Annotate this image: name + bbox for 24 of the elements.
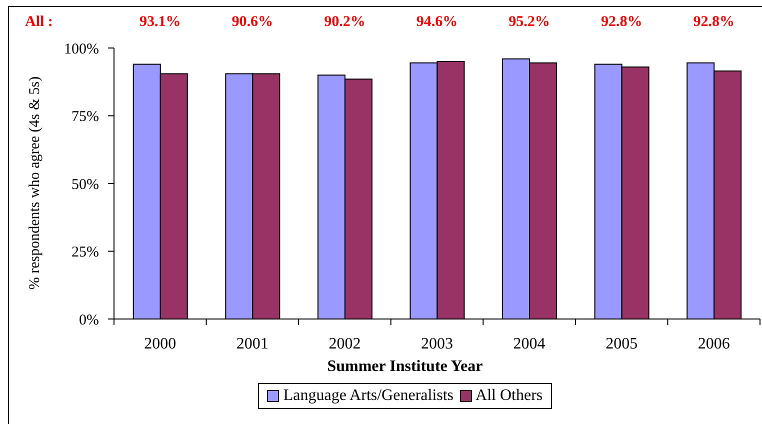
text: 93.1% — [140, 14, 181, 30]
text: All : — [25, 14, 53, 30]
text: 90.6% — [232, 14, 274, 30]
x-axis-title: Summer Institute Year — [327, 358, 483, 375]
x-tick-label: 2001 — [236, 335, 268, 352]
text: 95.2% — [508, 14, 550, 30]
y-tick-label: 100% — [64, 41, 99, 58]
y-tick-label: 0% — [79, 312, 99, 328]
legend-label: Language Arts/Generalists — [283, 387, 454, 404]
text: 90.2% — [324, 14, 366, 30]
x-tick-label: 2003 — [421, 335, 453, 352]
y-tick-label: 75% — [72, 109, 99, 126]
x-tick-label: 2000 — [144, 335, 176, 352]
text: 92.8% — [693, 14, 734, 30]
text: 94.6% — [416, 14, 458, 30]
x-tick-label: 2005 — [606, 335, 638, 352]
y-tick-label: 25% — [72, 244, 99, 261]
x-tick-label: 2002 — [328, 335, 361, 352]
legend-label: All Others — [476, 387, 543, 404]
text: 92.8% — [600, 14, 642, 30]
x-tick-label: 2004 — [513, 335, 546, 352]
x-tick-label: 2006 — [698, 335, 730, 352]
y-axis-title: % respondents who agree (4s & 5s) — [27, 76, 43, 290]
y-tick-label: 50% — [72, 176, 99, 193]
